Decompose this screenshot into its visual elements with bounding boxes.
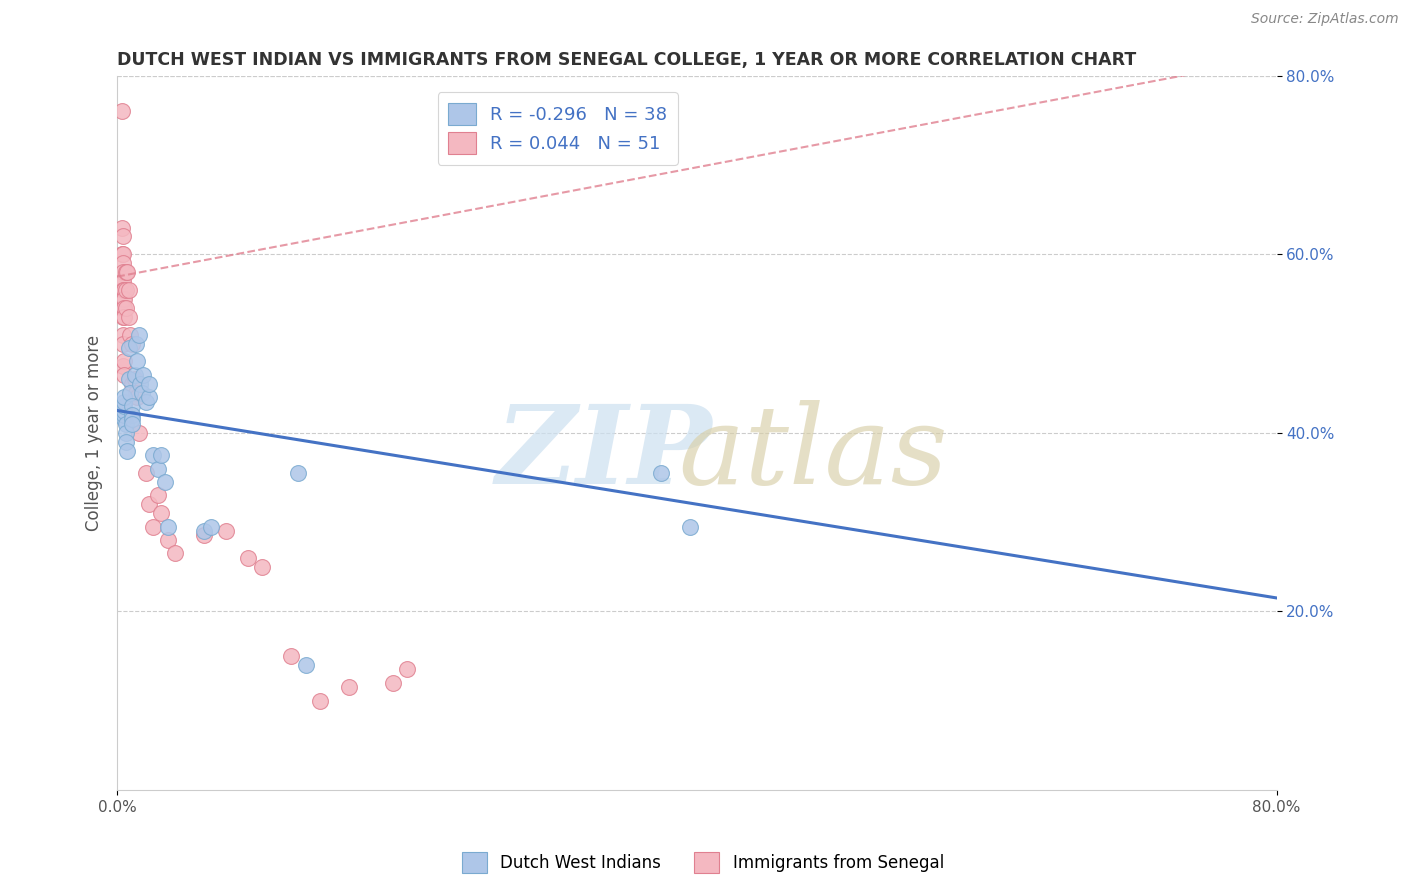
Text: atlas: atlas	[678, 401, 948, 508]
Point	[280, 648, 302, 663]
Point	[114, 310, 136, 324]
Point	[115, 301, 138, 315]
Point	[114, 399, 136, 413]
Y-axis label: College, 1 year or more: College, 1 year or more	[86, 334, 103, 531]
Point	[294, 657, 316, 672]
Point	[236, 550, 259, 565]
Point	[156, 533, 179, 547]
Point	[200, 519, 222, 533]
Point	[138, 390, 160, 404]
Point	[115, 417, 138, 431]
Text: Source: ZipAtlas.com: Source: ZipAtlas.com	[1251, 12, 1399, 26]
Point	[117, 265, 139, 279]
Point	[114, 408, 136, 422]
Point	[114, 283, 136, 297]
Point	[124, 368, 146, 382]
Point	[153, 475, 176, 489]
Point	[138, 497, 160, 511]
Point	[111, 256, 134, 270]
Point	[146, 488, 169, 502]
Point	[135, 466, 157, 480]
Point	[114, 368, 136, 382]
Point	[250, 559, 273, 574]
Point	[114, 292, 136, 306]
Point	[115, 265, 138, 279]
Point	[215, 524, 238, 538]
Point	[120, 327, 142, 342]
Point	[114, 412, 136, 426]
Point	[142, 448, 165, 462]
Point	[165, 546, 187, 560]
Point	[115, 425, 138, 440]
Point	[111, 336, 134, 351]
Point	[114, 390, 136, 404]
Point	[287, 466, 309, 480]
Point	[149, 448, 172, 462]
Point	[111, 265, 134, 279]
Point	[337, 680, 360, 694]
Point	[395, 662, 418, 676]
Point	[128, 327, 150, 342]
Point	[309, 693, 332, 707]
Point	[149, 506, 172, 520]
Point	[193, 524, 215, 538]
Point	[114, 301, 136, 315]
Point	[118, 372, 141, 386]
Point	[121, 399, 143, 413]
Point	[110, 247, 132, 261]
Point	[111, 327, 134, 342]
Point	[118, 283, 141, 297]
Text: DUTCH WEST INDIAN VS IMMIGRANTS FROM SENEGAL COLLEGE, 1 YEAR OR MORE CORRELATION: DUTCH WEST INDIAN VS IMMIGRANTS FROM SEN…	[117, 51, 1136, 69]
Point	[129, 376, 152, 391]
Point	[118, 341, 141, 355]
Point	[110, 104, 132, 119]
Point	[111, 310, 134, 324]
Point	[111, 292, 134, 306]
Point	[142, 519, 165, 533]
Legend: R = -0.296   N = 38, R = 0.044   N = 51: R = -0.296 N = 38, R = 0.044 N = 51	[437, 92, 678, 165]
Point	[132, 368, 155, 382]
Point	[121, 412, 143, 426]
Point	[114, 403, 136, 417]
Point	[193, 528, 215, 542]
Point	[118, 310, 141, 324]
Point	[127, 390, 149, 404]
Point	[111, 229, 134, 244]
Point	[135, 394, 157, 409]
Point	[121, 336, 143, 351]
Point	[650, 466, 672, 480]
Point	[678, 519, 700, 533]
Point	[110, 220, 132, 235]
Legend: Dutch West Indians, Immigrants from Senegal: Dutch West Indians, Immigrants from Sene…	[456, 846, 950, 880]
Point	[127, 354, 149, 368]
Point	[111, 359, 134, 373]
Point	[111, 247, 134, 261]
Point	[114, 354, 136, 368]
Point	[138, 376, 160, 391]
Point	[128, 425, 150, 440]
Point	[125, 385, 148, 400]
Point	[125, 336, 148, 351]
Point	[124, 372, 146, 386]
Point	[121, 376, 143, 391]
Point	[114, 394, 136, 409]
Point	[156, 519, 179, 533]
Text: ZIP: ZIP	[496, 401, 713, 508]
Point	[115, 283, 138, 297]
Point	[121, 417, 143, 431]
Point	[111, 283, 134, 297]
Point	[120, 385, 142, 400]
Point	[111, 274, 134, 288]
Point	[117, 443, 139, 458]
Point	[121, 408, 143, 422]
Point	[146, 461, 169, 475]
Point	[381, 675, 404, 690]
Point	[131, 385, 153, 400]
Point	[115, 434, 138, 449]
Point	[111, 301, 134, 315]
Point	[110, 274, 132, 288]
